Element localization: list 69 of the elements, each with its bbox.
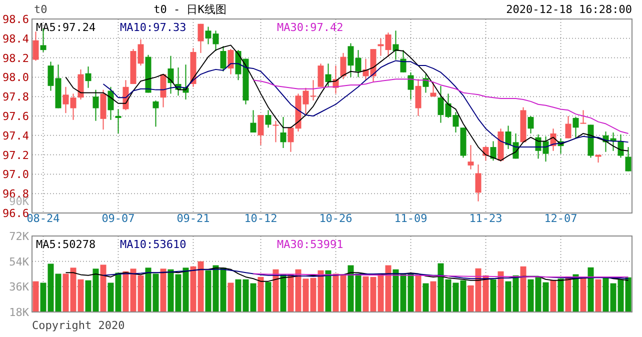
y-tick-label: 97.2 [2, 148, 29, 162]
x-tick-label: 11-09 [394, 212, 428, 225]
candlestick [415, 78, 422, 116]
y-tick-label: 96.6 [2, 207, 29, 220]
y-tick-label: 97.4 [2, 129, 30, 142]
x-tick-label: 10-26 [319, 212, 352, 225]
y-tick-label: 98.6 [2, 13, 29, 26]
y-tick-label: 54K [9, 255, 30, 268]
y-tick-label: 98.0 [2, 71, 29, 84]
candlestick [168, 55, 174, 94]
candlestick [160, 74, 166, 108]
x-tick-label: 12-07 [544, 212, 578, 225]
candlestick [78, 68, 84, 100]
candlestick [258, 114, 264, 146]
candlestick [250, 110, 256, 133]
x-tick-label: 08-24 [26, 212, 60, 225]
line-series [102, 268, 629, 280]
candlestick [32, 31, 39, 62]
chart-subtitle: 2020-12-18 16:28:00 [506, 3, 632, 16]
x-tick-label: 09-21 [176, 212, 210, 225]
candlestick [572, 116, 579, 139]
candlestick [430, 82, 436, 98]
x-tick-label: 11-23 [469, 212, 502, 225]
candlestick [400, 50, 406, 73]
line-series [65, 44, 629, 162]
text: MA10:97.33 [120, 21, 186, 34]
candlestick [625, 146, 632, 172]
candlestick [115, 108, 122, 134]
candlestick [85, 66, 92, 88]
y-tick-label: 98.4 [2, 32, 30, 46]
candlestick [565, 116, 572, 139]
y-tick-label: 18K [9, 306, 30, 319]
candlestick [265, 110, 272, 128]
candlestick [475, 164, 482, 202]
text: MA30:97.42 [277, 21, 344, 34]
text: MA5:50278 [36, 238, 96, 251]
candlestick [92, 89, 99, 122]
candlestick [468, 144, 474, 170]
candlestick [280, 116, 286, 149]
candlestick [408, 72, 414, 100]
y-tick-label: 97.8 [2, 90, 29, 104]
candlestick [325, 63, 332, 88]
text: MA30:53991 [277, 238, 344, 251]
text: t0 [34, 3, 48, 16]
text: Copyright 2020 [32, 319, 125, 332]
candlestick [422, 74, 429, 94]
candlestick [490, 140, 496, 162]
x-tick-label: 10-12 [244, 212, 278, 225]
y-tick-label: 98.2 [2, 52, 29, 65]
chart-title: t0 - 日K线图 [154, 3, 226, 16]
text: MA5:97.24 [36, 21, 96, 34]
candlestick [228, 48, 234, 75]
candlestick [152, 100, 159, 128]
candlestick [340, 52, 346, 80]
x-tick-label: 09-07 [102, 212, 135, 225]
candlestick [528, 116, 534, 134]
y-tick-label: 36K [9, 280, 30, 294]
candlestick [198, 23, 204, 54]
y-tick-label: 97.6 [2, 110, 29, 123]
candlestick [318, 63, 324, 88]
candlestick [272, 120, 279, 143]
candlestick [580, 110, 586, 124]
candlestick [618, 134, 624, 158]
series-label: MA10:53610 [120, 238, 186, 251]
text: 90K [9, 195, 30, 208]
candlestick [220, 46, 226, 72]
y-tick-label: 72K [9, 230, 30, 243]
y-tick-label: 97.0 [2, 168, 29, 182]
candlestick [392, 30, 399, 60]
